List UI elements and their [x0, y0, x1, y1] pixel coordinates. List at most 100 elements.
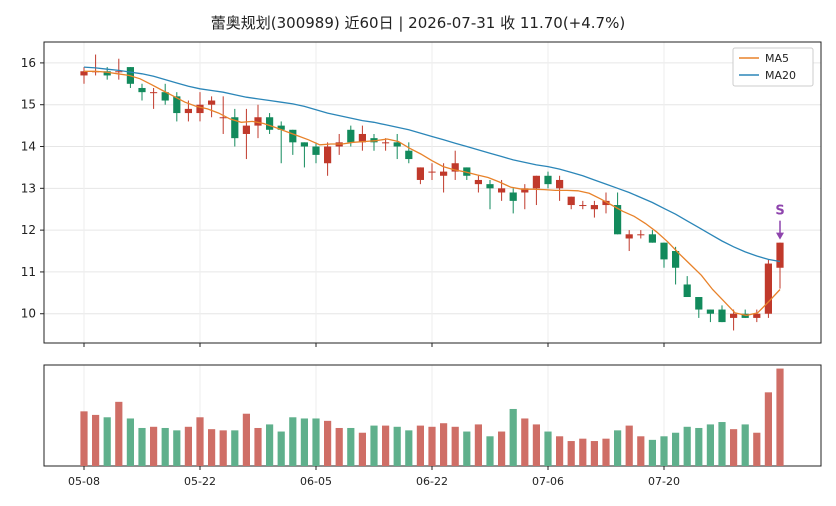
volume-bar — [277, 431, 285, 466]
candle-up — [590, 205, 598, 210]
candle-up — [764, 263, 772, 314]
legend: MA5 MA20 — [732, 47, 814, 87]
volume-bar — [80, 411, 88, 466]
candle-down — [614, 205, 622, 235]
volume-bar — [625, 425, 633, 466]
volume-bar — [416, 425, 424, 466]
price-tick-label: 14 — [21, 140, 36, 154]
candle-down — [405, 150, 413, 160]
volume-bar — [161, 427, 169, 466]
candle-up — [579, 205, 587, 207]
candle-up — [324, 146, 332, 164]
volume-bar — [672, 432, 680, 466]
candle-up — [208, 100, 216, 105]
volume-bar — [567, 441, 575, 466]
volume-bar — [208, 429, 216, 466]
chart-title: 蕾奥规划(300989) 近60日 | 2026-07-31 收 11.70(+… — [211, 14, 625, 32]
volume-bar — [138, 427, 146, 466]
volume-bar — [590, 441, 598, 466]
candle-up — [150, 92, 158, 94]
candle-down — [509, 192, 517, 201]
candle-down — [289, 129, 297, 143]
volume-bar — [219, 430, 227, 466]
candle-down — [544, 175, 552, 185]
sell-signal-label: S — [775, 204, 784, 219]
ma5-line — [84, 70, 781, 317]
candle-up — [184, 108, 192, 114]
price-tick-label: 16 — [21, 56, 36, 70]
price-axis: 10 11 12 13 14 15 16 — [21, 56, 44, 321]
volume-bar — [184, 426, 192, 466]
candle-up — [625, 234, 633, 239]
price-tick-label: 15 — [21, 98, 36, 112]
volume-bar — [231, 430, 239, 466]
price-tick-label: 12 — [21, 223, 36, 237]
volume-bar — [695, 427, 703, 466]
candle-up — [428, 171, 436, 173]
candle-up — [451, 163, 459, 172]
volume-bar — [393, 426, 401, 466]
candle-down — [741, 313, 749, 318]
candle-up — [474, 179, 482, 185]
candle-down — [231, 117, 239, 139]
date-tick-label: 05-08 — [68, 475, 100, 488]
volume-bars — [80, 368, 784, 466]
volume-bar — [405, 430, 413, 466]
volume-bar — [92, 414, 100, 466]
date-tick-label: 07-20 — [648, 475, 680, 488]
candle-up — [521, 188, 529, 193]
candle-up — [80, 71, 88, 76]
volume-bar — [150, 426, 158, 466]
candle-up — [730, 313, 738, 318]
candle-up — [115, 71, 123, 73]
candle-down — [173, 96, 181, 114]
volume-bar — [474, 424, 482, 466]
candle-up — [498, 188, 506, 193]
volume-bar — [266, 424, 274, 466]
volume-bar — [544, 431, 552, 466]
volume-bar — [776, 368, 784, 466]
volume-bar — [335, 427, 343, 466]
volume-bar — [648, 439, 656, 466]
candle-down — [463, 167, 471, 176]
volume-bar — [637, 436, 645, 466]
legend-ma20-label: MA20 — [765, 69, 796, 82]
volume-bar — [718, 422, 726, 466]
candle-down — [312, 146, 320, 155]
candle-up — [440, 171, 448, 176]
volume-bar — [440, 423, 448, 466]
candle-up — [219, 117, 227, 119]
volume-bar — [764, 392, 772, 466]
price-tick-label: 11 — [21, 265, 36, 279]
sell-signal: S — [775, 204, 785, 240]
volume-bar — [289, 417, 297, 466]
date-tick-label: 06-22 — [416, 475, 448, 488]
volume-bar — [312, 418, 320, 466]
date-tick-label: 07-06 — [532, 475, 564, 488]
volume-bar — [532, 424, 540, 466]
volume-bar — [556, 436, 564, 466]
volume-bar — [498, 431, 506, 466]
candle-down — [161, 92, 169, 101]
candle-down — [486, 184, 494, 189]
ma20-line — [83, 66, 781, 263]
candle-down — [347, 129, 355, 143]
candle-up — [416, 167, 424, 180]
volume-bar — [660, 436, 668, 466]
volume-bar — [509, 408, 517, 466]
volume-bar — [382, 425, 390, 466]
volume-bar — [428, 426, 436, 466]
candle-up — [358, 133, 366, 143]
candle-up — [567, 196, 575, 206]
candle-down — [266, 117, 274, 130]
candle-down — [103, 71, 111, 76]
candle-up — [196, 104, 204, 114]
candle-down — [718, 309, 726, 323]
volume-bar — [579, 438, 587, 466]
volume-bar — [521, 418, 529, 466]
candle-up — [556, 179, 564, 189]
volume-bar — [115, 401, 123, 466]
volume-bar — [602, 438, 610, 466]
candle-down — [648, 234, 656, 243]
volume-bar — [358, 432, 366, 466]
